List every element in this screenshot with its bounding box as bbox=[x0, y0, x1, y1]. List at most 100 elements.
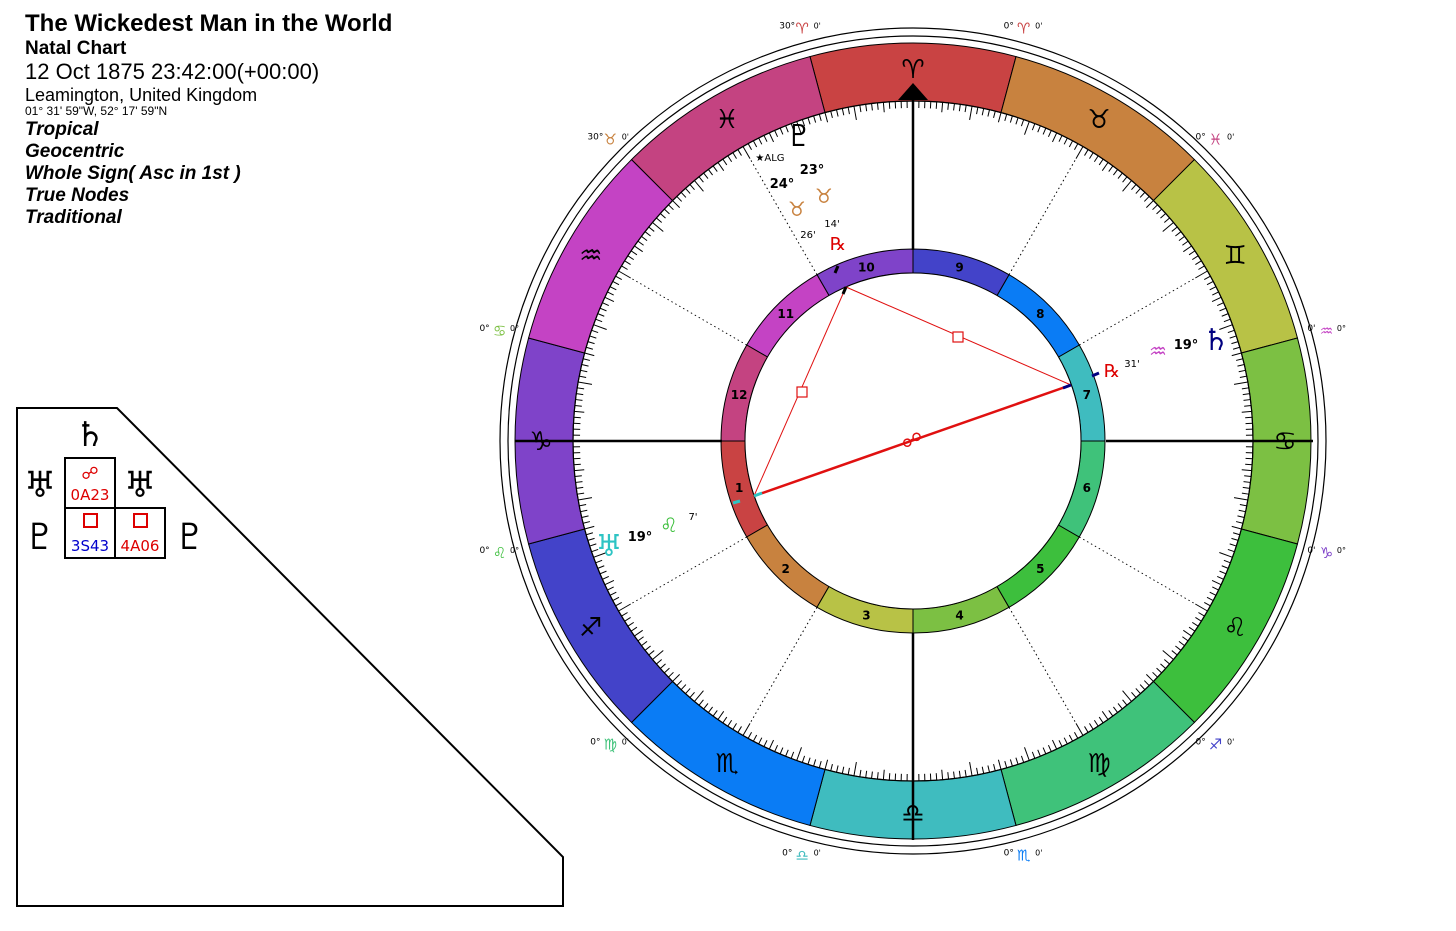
retrograde-icon: ℞ bbox=[1104, 361, 1120, 382]
cusp-degree: 0° bbox=[1196, 132, 1206, 142]
degree-tick bbox=[1231, 352, 1242, 357]
degree-tick bbox=[599, 570, 607, 575]
degree-tick bbox=[1237, 515, 1245, 518]
degree-tick bbox=[582, 358, 591, 361]
planet-marker bbox=[1062, 383, 1072, 390]
degree-tick bbox=[1108, 165, 1114, 172]
aspect-orb-label: 0A23 bbox=[71, 486, 110, 504]
degree-tick bbox=[801, 755, 806, 763]
degree-tick bbox=[976, 107, 979, 115]
degree-tick bbox=[1101, 162, 1109, 171]
degree-tick bbox=[602, 302, 609, 307]
chart-header: The Wickedest Man in the World Natal Cha… bbox=[25, 10, 392, 228]
opposition-line bbox=[753, 383, 1072, 498]
degree-tick bbox=[1241, 410, 1252, 413]
sagittarius-icon: ♐ bbox=[579, 613, 602, 643]
degree-tick bbox=[871, 771, 873, 779]
degree-tick bbox=[1206, 596, 1214, 602]
degree-tick bbox=[1235, 358, 1244, 361]
degree-tick bbox=[637, 636, 644, 642]
degree-tick bbox=[712, 165, 718, 172]
degree-tick bbox=[582, 521, 591, 524]
degree-tick bbox=[694, 180, 704, 192]
degree-tick bbox=[1068, 140, 1074, 148]
degree-tick bbox=[641, 641, 648, 647]
birth-coordinates: 01° 31' 59"W, 52° 17' 59"N bbox=[25, 104, 168, 119]
degree-tick bbox=[807, 757, 811, 765]
degree-tick bbox=[1163, 217, 1170, 223]
degree-tick bbox=[732, 152, 737, 159]
degree-tick bbox=[859, 105, 862, 113]
degree-tick bbox=[1219, 552, 1233, 558]
degree-tick bbox=[630, 250, 638, 256]
pisces-icon: ♓ bbox=[715, 105, 738, 135]
degree-tick bbox=[595, 318, 603, 323]
square-icon bbox=[83, 513, 98, 528]
degree-tick bbox=[1047, 130, 1052, 137]
degree-tick bbox=[685, 688, 691, 695]
degree-tick bbox=[589, 543, 597, 547]
degree-tick bbox=[1178, 641, 1185, 647]
house-number: 5 bbox=[1036, 562, 1044, 576]
chart-title: The Wickedest Man in the World bbox=[25, 10, 393, 37]
degree-tick bbox=[758, 737, 763, 745]
degree-tick bbox=[722, 158, 728, 166]
degree-tick bbox=[997, 112, 1002, 123]
degree-tick bbox=[1195, 603, 1208, 612]
cusp-minutes: 0' bbox=[814, 848, 821, 857]
degree-tick bbox=[1058, 740, 1063, 747]
cusp-sign-icon: ♒ bbox=[1320, 322, 1333, 340]
degree-tick bbox=[953, 103, 955, 111]
degree-tick bbox=[1084, 149, 1089, 156]
degree-tick bbox=[694, 690, 704, 702]
degree-tick bbox=[597, 313, 605, 317]
degree-tick bbox=[1242, 486, 1250, 489]
degree-tick bbox=[752, 734, 758, 742]
degree-tick bbox=[621, 612, 628, 617]
degree-tick bbox=[1024, 121, 1030, 135]
degree-tick bbox=[707, 169, 713, 176]
degree-tick bbox=[599, 307, 607, 312]
degree-tick bbox=[1139, 191, 1146, 198]
cusp-degree: 30° bbox=[587, 132, 603, 142]
degree-tick bbox=[1209, 591, 1217, 596]
house-number: 6 bbox=[1083, 481, 1091, 495]
degree-tick bbox=[1037, 125, 1041, 133]
cusp-label: ♓0° 0' bbox=[1196, 130, 1235, 148]
degree-tick bbox=[641, 235, 648, 241]
cusp-sign-icon: ♌ bbox=[493, 544, 506, 562]
cusp-label: ♌ 0° 0° bbox=[479, 544, 519, 562]
degree-tick bbox=[1162, 650, 1174, 660]
opposition-icon: ☍ bbox=[81, 464, 98, 484]
degree-tick bbox=[1241, 492, 1249, 495]
degree-tick bbox=[752, 140, 758, 148]
planet-pluto: ♇ 23° ♉ 14' ℞ ★ALG bbox=[755, 119, 846, 255]
leo-icon: ♌ bbox=[1224, 613, 1247, 643]
house-cusp-line bbox=[1079, 536, 1196, 605]
degree-tick bbox=[663, 667, 670, 674]
pluto-icon: ♇ bbox=[24, 517, 56, 558]
degree-tick bbox=[1219, 324, 1233, 330]
degree-tick bbox=[607, 291, 614, 296]
cusp-sign-icon: ♓ bbox=[1209, 130, 1222, 148]
degree-tick bbox=[953, 771, 955, 779]
cusp-label: ♋ 0° 0° bbox=[479, 322, 519, 340]
degree-tick bbox=[1063, 737, 1068, 745]
degree-tick bbox=[1163, 659, 1170, 665]
degree-tick bbox=[612, 280, 620, 286]
aspect-cell-uranus-pluto bbox=[114, 507, 166, 559]
degree-tick bbox=[1042, 747, 1047, 755]
degree-tick bbox=[656, 217, 663, 223]
saturn-minutes: 31' bbox=[1124, 359, 1139, 370]
degree-tick bbox=[981, 108, 985, 116]
planet-uranus: ♅ 19° ♌ 7' bbox=[596, 512, 698, 564]
degree-tick bbox=[578, 497, 593, 501]
aspect-orb-label: 3S43 bbox=[71, 537, 109, 555]
degree-tick bbox=[841, 108, 845, 116]
degree-tick bbox=[941, 102, 944, 113]
degree-tick bbox=[581, 364, 589, 367]
degree-tick bbox=[1108, 710, 1114, 717]
degree-tick bbox=[1160, 663, 1167, 669]
degree-tick bbox=[634, 629, 643, 637]
leo-icon: ♌ bbox=[660, 513, 678, 537]
